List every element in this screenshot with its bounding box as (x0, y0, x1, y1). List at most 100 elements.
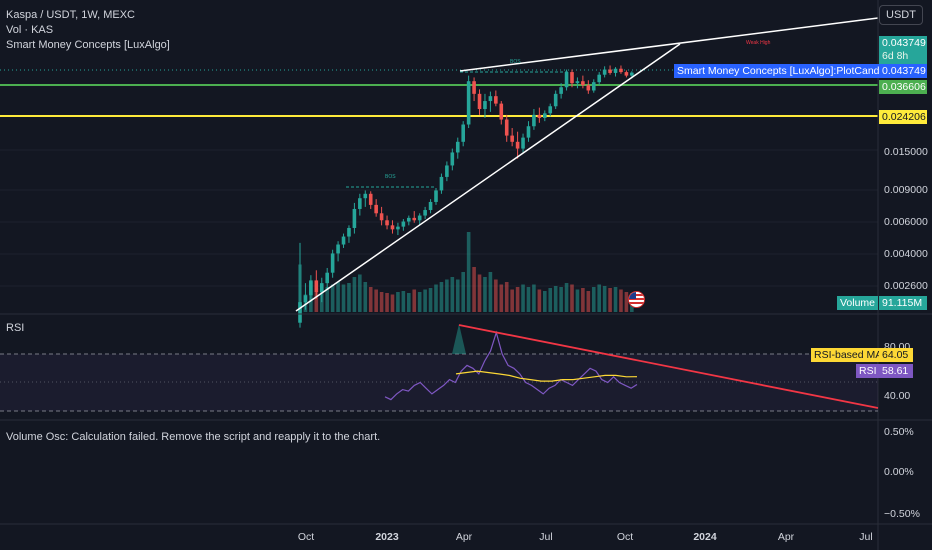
volume-bar (314, 288, 319, 312)
candle (548, 103, 553, 117)
rsi-overbought-fill (452, 324, 466, 354)
trendline-lower[interactable] (295, 43, 681, 312)
candle (581, 75, 585, 89)
candle-body (368, 193, 373, 205)
volume-bar (401, 291, 406, 312)
candle-body (619, 68, 623, 73)
candle (537, 107, 542, 123)
candle (445, 161, 449, 182)
volume-bar (358, 274, 362, 312)
smc-plot-label: Smart Money Concepts [LuxAlgo]:PlotCandl… (674, 64, 891, 78)
currency-button[interactable]: USDT (879, 5, 923, 25)
grid-lines (0, 149, 878, 287)
volume-bar (575, 289, 580, 312)
candle (575, 77, 580, 89)
rsi-tag-value: 58.61 (879, 364, 913, 378)
rsi-tag-label: RSI (856, 364, 880, 378)
volume-bar (379, 292, 384, 312)
volume-bar (564, 283, 569, 312)
candle (477, 89, 482, 115)
bos-label-lower: BOS (385, 174, 396, 180)
time-tick: Apr (777, 531, 795, 543)
rsi-band (0, 354, 878, 411)
us-flag-event-icon[interactable] (628, 291, 645, 308)
symbol-title[interactable]: Kaspa / USDT, 1W, MEXC (6, 9, 135, 21)
candle (619, 65, 623, 74)
candle (439, 173, 444, 194)
candle (553, 90, 558, 110)
volume-bar (543, 291, 547, 312)
candle-body (477, 93, 482, 110)
volume-bar (472, 267, 476, 312)
candle-body (336, 244, 340, 254)
osc-tick: 0.50% (884, 426, 914, 438)
smc-indicator-legend[interactable]: Smart Money Concepts [LuxAlgo] (6, 39, 170, 51)
volume-bar (624, 292, 629, 312)
candle-body (428, 201, 433, 211)
volume-osc-error: Volume Osc: Calculation failed. Remove t… (6, 431, 381, 443)
volume-bar (597, 284, 601, 312)
rsi-trendline-red[interactable] (458, 324, 879, 409)
volume-bar (477, 274, 482, 312)
trendline-upper[interactable] (459, 17, 879, 72)
rsi-pane-title[interactable]: RSI (6, 322, 25, 334)
candle-body (330, 253, 335, 273)
volume-bar (466, 232, 471, 312)
candle-body (401, 221, 406, 227)
candle (450, 148, 455, 171)
volume-bar (439, 282, 444, 312)
price-tick: 0.006000 (884, 216, 928, 228)
candle-body (303, 295, 308, 303)
candle (358, 193, 362, 216)
candle-body (559, 87, 563, 94)
candle-body (494, 96, 498, 104)
volume-bar (428, 288, 433, 312)
candle (483, 93, 487, 118)
candle (559, 83, 563, 99)
candle-body (586, 85, 591, 91)
candle-body (488, 96, 493, 102)
volume-bar (347, 283, 351, 312)
volume-bar (510, 289, 514, 312)
countdown-value: 6d 8h (882, 50, 909, 62)
volume-bar (483, 277, 487, 312)
volume-bar (325, 287, 329, 312)
candle (407, 215, 411, 226)
volume-indicator-legend[interactable]: Vol · KAS (6, 24, 54, 36)
candle (461, 121, 465, 147)
volume-bar (504, 282, 509, 312)
candle-body (319, 283, 324, 293)
candle-body (417, 215, 422, 221)
candle (526, 121, 531, 142)
candle (591, 79, 596, 93)
candle-body (543, 113, 547, 118)
volume-bar (390, 294, 395, 312)
candle-body (570, 72, 574, 84)
candle (423, 206, 427, 220)
price-tick: 0.009000 (884, 184, 928, 196)
candle-body (445, 165, 449, 177)
candle (390, 220, 395, 234)
volume-bar (396, 292, 400, 312)
candle (455, 137, 460, 159)
volume-bar (521, 284, 525, 312)
candle-body (347, 227, 351, 237)
volume-bar (559, 287, 563, 312)
candle-body (608, 69, 612, 73)
volume-bar (537, 289, 542, 312)
candle (586, 80, 591, 94)
candle (510, 128, 514, 147)
candle-body (581, 81, 585, 86)
candle (515, 131, 520, 159)
candle-body (575, 81, 580, 84)
candle (330, 249, 335, 278)
volume-tag-value: 91.115M (879, 296, 927, 310)
volume-bar (374, 289, 378, 312)
time-tick: Oct (297, 531, 315, 543)
candle-body (602, 69, 607, 75)
candle-body (396, 226, 400, 230)
candle-body (385, 220, 389, 226)
candle (608, 65, 612, 75)
price-tick: 0.004000 (884, 248, 928, 260)
